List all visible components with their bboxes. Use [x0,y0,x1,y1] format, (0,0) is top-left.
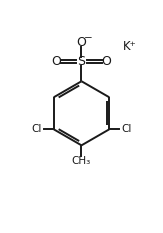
Text: S: S [77,55,86,68]
Text: Cl: Cl [31,124,41,134]
Text: Cl: Cl [122,124,132,134]
Text: CH₃: CH₃ [72,156,91,166]
Text: O: O [101,55,111,68]
Text: K⁺: K⁺ [123,40,136,53]
Text: −: − [84,33,93,43]
Text: O: O [52,55,62,68]
Text: O: O [77,36,86,49]
